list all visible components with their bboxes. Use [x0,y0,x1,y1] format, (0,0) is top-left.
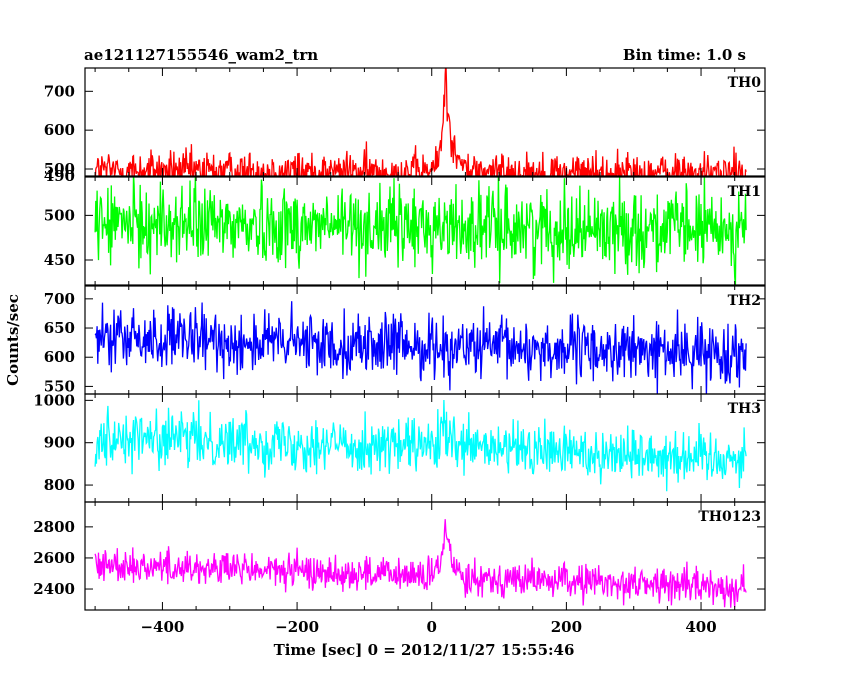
panel-frame-th2 [84,285,766,395]
series-label-th3: TH3 [728,401,761,417]
y-tick-label: 800 [44,476,75,494]
bin-time-label: Bin time: 1.0 s [623,46,746,64]
series-line-th2 [94,301,747,394]
y-tick-label: 500 [44,160,75,178]
figure-title: ae121127155546_wam2_trn [84,46,318,64]
y-tick-label: 650 [44,319,75,337]
series-line-th3 [94,399,747,492]
series-label-th1: TH1 [728,184,761,200]
y-tick-label: 490 [44,167,75,185]
panel-frame-th0 [84,67,766,177]
panel-frame-th0123 [84,501,766,611]
series-line-th1 [94,177,747,285]
x-tick-label: 200 [551,618,582,636]
y-tick-label: 450 [44,251,75,269]
y-tick-label: 2800 [33,518,75,536]
y-tick-label: 600 [44,121,75,139]
panel-frame-th1 [84,176,766,286]
y-tick-label: 1000 [33,391,75,409]
series-label-th2: TH2 [728,293,761,309]
y-tick-label: 2400 [33,580,75,598]
y-axis-label: Counts/sec [4,294,22,386]
x-tick-label: −400 [140,618,184,636]
x-axis-label: Time [sec] 0 = 2012/11/27 15:55:46 [274,641,575,659]
series-label-th0123: TH0123 [698,509,761,525]
x-tick-label: 400 [685,618,716,636]
series-line-th0 [94,68,747,176]
y-tick-label: 500 [44,206,75,224]
y-tick-label: 550 [44,377,75,395]
y-tick-label: 2600 [33,549,75,567]
series-line-th0123 [94,519,747,608]
panels-group: 500 600 700 490 TH0 450 500 TH1 550 600 650 700 TH2 8… [33,67,766,636]
y-tick-label: 700 [44,290,75,308]
x-tick-label: 0 [427,618,437,636]
series-label-th0: TH0 [728,75,762,91]
y-tick-label: 600 [44,348,75,366]
y-tick-label: 900 [44,434,75,452]
x-tick-label: −200 [275,618,319,636]
y-tick-label: 700 [44,82,75,100]
